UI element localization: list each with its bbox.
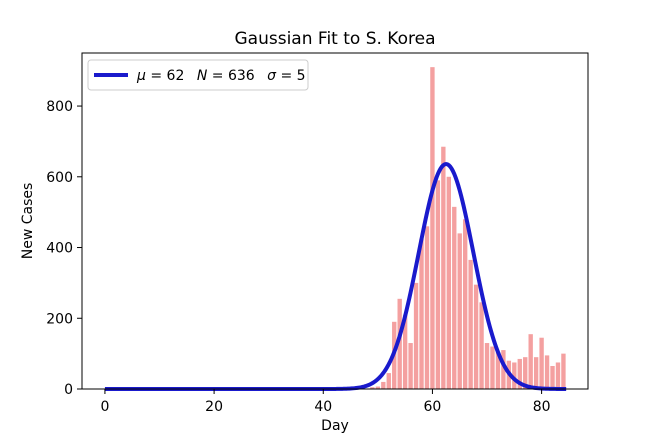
x-tick-label: 80: [533, 399, 551, 415]
bar: [387, 373, 391, 389]
y-tick-label: 400: [46, 241, 73, 257]
bar: [419, 239, 423, 389]
y-tick-label: 800: [46, 99, 73, 115]
bar: [452, 207, 456, 389]
y-axis: 0 200 400 600 800: [46, 99, 82, 398]
x-axis-label: Day: [321, 418, 349, 434]
bar: [414, 283, 418, 389]
bar: [561, 354, 565, 389]
bar: [529, 334, 533, 389]
legend-sigma-value: = 5: [280, 68, 305, 84]
x-tick-label: 60: [424, 399, 442, 415]
legend: μ = 62 N = 636 σ = 5: [88, 60, 308, 90]
bar: [381, 382, 385, 389]
legend-sigma-symbol: σ: [267, 68, 277, 84]
bar: [474, 285, 478, 389]
y-axis-label: New Cases: [20, 183, 36, 260]
x-tick-label: 40: [314, 399, 332, 415]
bar: [425, 226, 429, 389]
bar: [463, 219, 467, 389]
x-tick-label: 0: [100, 399, 109, 415]
bar: [436, 180, 440, 389]
bar: [550, 366, 554, 389]
bar: [408, 343, 412, 389]
legend-mu-value: = 62: [150, 68, 184, 84]
y-tick-label: 600: [46, 170, 73, 186]
y-tick-label: 200: [46, 311, 73, 327]
legend-mu-symbol: μ: [136, 68, 146, 84]
legend-n-value: = 636: [212, 68, 255, 84]
bar: [485, 343, 489, 389]
bar: [458, 233, 462, 389]
bar: [468, 260, 472, 389]
x-tick-label: 20: [205, 399, 223, 415]
bar: [441, 147, 445, 389]
plot-frame: [82, 53, 588, 389]
bar: [539, 338, 543, 389]
bar: [447, 177, 451, 389]
bar: [479, 302, 483, 389]
bar: [545, 355, 549, 389]
chart-title: Gaussian Fit to S. Korea: [235, 29, 436, 49]
bar: [556, 362, 560, 389]
x-axis: 0 20 40 60 80: [100, 389, 550, 415]
bar: [430, 67, 434, 389]
y-tick-label: 0: [64, 382, 73, 398]
bar: [534, 357, 538, 389]
bar: [490, 347, 494, 389]
legend-n-symbol: N: [197, 68, 208, 84]
legend-entry: μ = 62 N = 636 σ = 5: [136, 68, 306, 84]
